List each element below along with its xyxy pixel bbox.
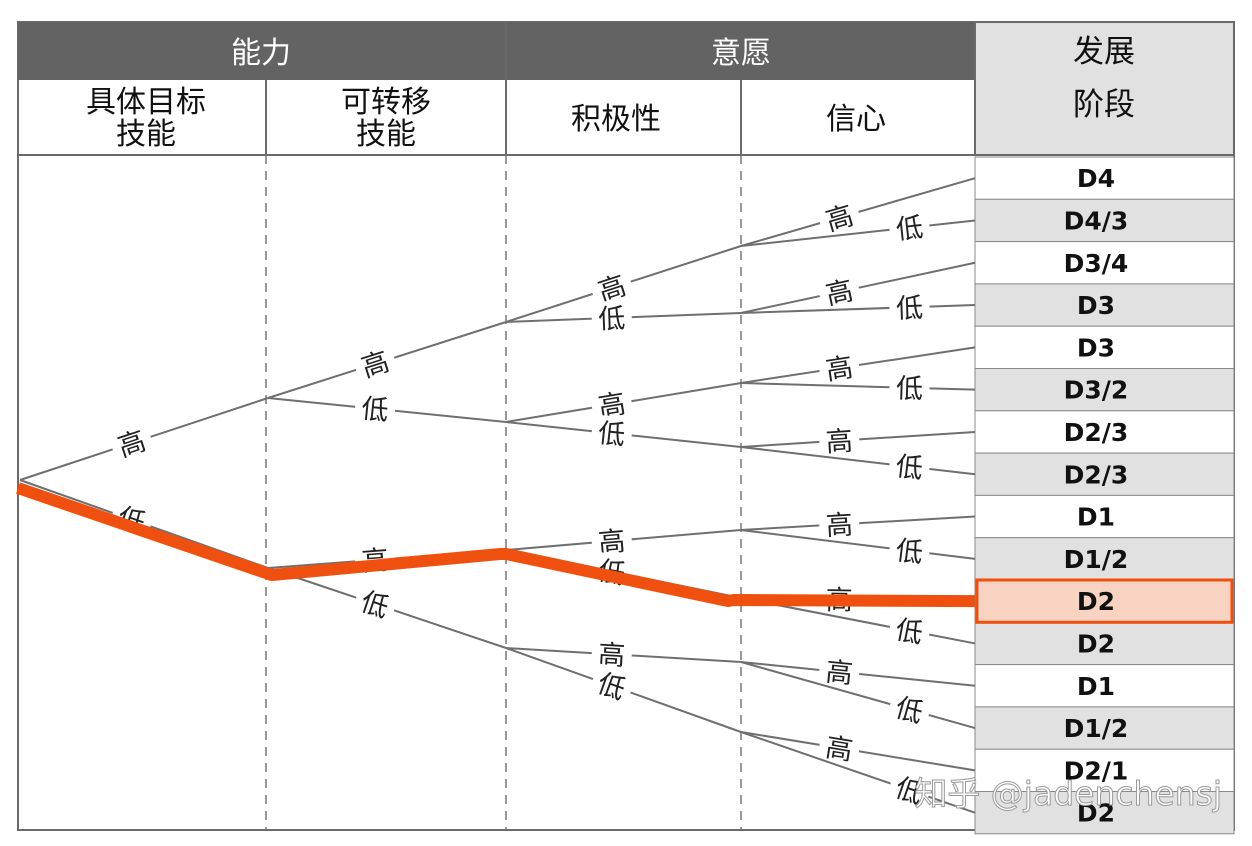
stage-row xyxy=(974,791,1235,835)
low-label: 低 xyxy=(896,373,924,405)
transferable-skills-header-line1: 可转移 xyxy=(341,85,431,120)
stage-row xyxy=(974,621,1235,666)
stage-header-box xyxy=(974,21,1235,156)
stage-label: D1/2 xyxy=(1064,545,1129,574)
branch-label-bg xyxy=(887,447,932,486)
stage-label: D3/4 xyxy=(1064,249,1129,278)
stage-row xyxy=(974,537,1235,581)
tree-branch xyxy=(740,661,976,730)
specific-skills-header-line1: 具体目标 xyxy=(86,85,206,120)
branch-label-bg xyxy=(816,348,862,388)
high-label: 高 xyxy=(825,510,854,542)
branch-label-bg xyxy=(885,687,934,732)
ability-header-bar xyxy=(18,22,505,80)
branch-label-bg xyxy=(886,610,933,652)
low-label: 低 xyxy=(896,293,924,325)
branch-label-bg xyxy=(889,370,930,406)
tree-branch xyxy=(740,446,976,476)
highlighted-stage-box xyxy=(975,578,1234,624)
stage-row xyxy=(974,664,1235,708)
branch-label-bg xyxy=(885,767,934,813)
stage-label: D1/2 xyxy=(1064,714,1129,743)
stage-label: D2 xyxy=(1077,629,1115,658)
branch-label-bg xyxy=(589,384,635,425)
branch-label-bg xyxy=(887,531,932,571)
branch-label-bg xyxy=(350,581,400,627)
stage-label: D3 xyxy=(1077,333,1115,362)
stage-row xyxy=(974,452,1235,496)
branch-label-bg xyxy=(353,389,397,428)
branch-label-bg xyxy=(587,265,637,311)
stage-label: D3/2 xyxy=(1064,376,1129,405)
motivation-header: 积极性 xyxy=(571,102,661,137)
confidence-header: 信心 xyxy=(826,102,886,137)
stage-row xyxy=(974,410,1235,454)
high-label: 高 xyxy=(824,352,855,387)
stage-row xyxy=(974,748,1235,793)
stage-row xyxy=(974,325,1235,370)
branch-label-bg xyxy=(816,271,863,313)
branch-label-bg xyxy=(888,289,931,325)
stage-header-line1: 发展 xyxy=(1073,34,1135,70)
highlighted-path-line xyxy=(16,482,976,608)
high-label: 高 xyxy=(824,657,854,691)
low-label: 低 xyxy=(894,535,925,569)
stage-label: D2/3 xyxy=(1064,460,1129,489)
branch-label-bg xyxy=(591,300,633,336)
stage-label: D4 xyxy=(1077,164,1115,193)
high-label: 高 xyxy=(823,275,856,311)
branch-label-bg xyxy=(350,341,400,387)
low-label: 低 xyxy=(893,614,925,650)
branch-label-bg xyxy=(590,636,633,673)
tree-branch xyxy=(740,304,976,314)
stage-row xyxy=(974,494,1235,539)
low-label: 低 xyxy=(895,212,925,246)
tree-branch xyxy=(740,382,976,391)
stage-label: D3 xyxy=(1077,291,1115,320)
stage-label: D2/3 xyxy=(1064,418,1129,447)
stage-row xyxy=(974,156,1235,200)
stage-row xyxy=(974,706,1235,750)
branch-label-bg xyxy=(818,422,861,459)
branch-label-bg xyxy=(887,208,932,247)
branch-label-bg xyxy=(816,728,862,769)
stage-label: D4/3 xyxy=(1064,206,1129,235)
low-label: 低 xyxy=(360,394,390,428)
branch-label-bg xyxy=(815,195,864,240)
highlighted-path: D2 xyxy=(16,482,1234,624)
transferable-skills-header-line2: 技能 xyxy=(356,117,416,152)
low-label: 低 xyxy=(597,418,627,452)
highlighted-stage-label: D2 xyxy=(1077,587,1115,616)
branch-label-bg xyxy=(587,663,637,709)
branch-label-bg xyxy=(590,414,634,453)
branch-label-bg xyxy=(590,522,634,560)
branch-label-bg xyxy=(817,653,861,691)
low-label: 低 xyxy=(894,451,924,485)
stage-label: D1 xyxy=(1077,672,1115,701)
ability-header: 能力 xyxy=(231,36,291,71)
low-label: 低 xyxy=(598,303,626,335)
stage-header-line2: 阶段 xyxy=(1073,87,1135,123)
stage-label: D2 xyxy=(1077,799,1115,828)
stage-row xyxy=(974,368,1235,412)
branch-label-bg xyxy=(107,420,156,466)
tree-branch xyxy=(740,219,976,247)
tree-branch xyxy=(740,529,976,560)
stage-list: D4 D4/3 D3/4 D3 D3 D3/2 D2/3 D2/3 D1 D1/2 D2 D2 D1 D1… xyxy=(974,156,1235,835)
branch-label-bg xyxy=(818,506,861,543)
high-label: 高 xyxy=(825,426,854,459)
specific-skills-header-line2: 技能 xyxy=(116,117,176,152)
watermark: 知乎 @jadenchensj xyxy=(914,774,1222,813)
tree-branch xyxy=(740,731,976,814)
willingness-header-bar xyxy=(507,22,974,80)
stage-label: D1 xyxy=(1077,503,1115,532)
willingness-header: 意愿 xyxy=(711,36,771,71)
stage-label: D2/1 xyxy=(1064,756,1129,785)
